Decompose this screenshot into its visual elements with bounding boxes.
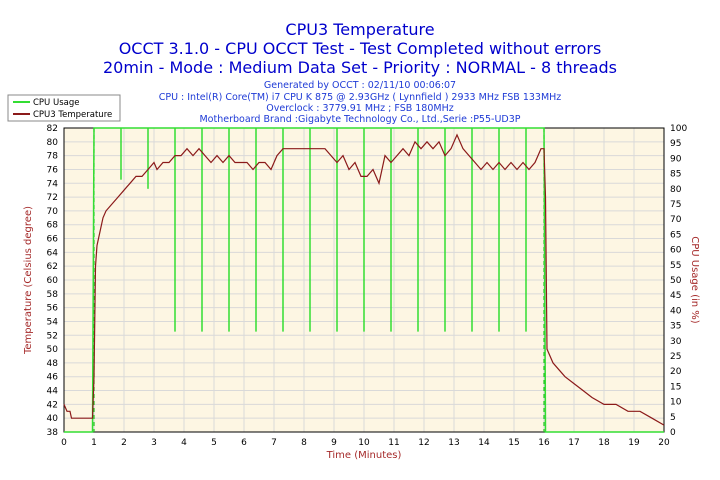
y-left-tick-label: 72 — [47, 193, 58, 203]
y-left-tick-label: 40 — [47, 414, 59, 424]
y-left-tick-label: 58 — [47, 290, 59, 300]
y-left-tick-label: 48 — [47, 359, 59, 369]
y-left-tick-label: 78 — [47, 152, 59, 162]
y-left-tick-label: 64 — [47, 248, 59, 258]
y-left-tick-label: 42 — [47, 400, 58, 410]
y-right-tick-label: 95 — [670, 139, 681, 149]
y-right-tick-label: 60 — [670, 246, 682, 256]
y-right-tick-label: 70 — [670, 215, 682, 225]
y-right-tick-label: 65 — [670, 230, 681, 240]
y-left-tick-label: 56 — [47, 304, 59, 314]
info-generated: Generated by OCCT : 02/11/10 00:06:07 — [263, 80, 457, 91]
x-tick-label: 16 — [538, 438, 550, 448]
y-left-tick-label: 60 — [47, 276, 59, 286]
y-right-tick-label: 15 — [670, 382, 681, 392]
y-right-tick-label: 35 — [670, 322, 681, 332]
x-tick-label: 5 — [211, 438, 217, 448]
y-right-tick-label: 85 — [670, 170, 681, 180]
y-right-tick-label: 45 — [670, 291, 681, 301]
x-tick-label: 1 — [91, 438, 97, 448]
x-tick-label: 19 — [628, 438, 640, 448]
y-right-tick-label: 0 — [670, 428, 676, 438]
y-left-tick-label: 70 — [47, 207, 59, 217]
usage-series-line — [64, 127, 664, 433]
y-right-tick-label: 75 — [670, 200, 681, 210]
y-right-axis-label: CPU Usage (in %) — [689, 236, 700, 324]
y-right-tick-label: 10 — [670, 398, 682, 408]
x-tick-label: 0 — [61, 438, 67, 448]
y-right-tick-label: 55 — [670, 261, 681, 271]
y-left-tick-label: 46 — [47, 373, 59, 383]
y-left-tick-label: 76 — [47, 165, 59, 175]
y-left-tick-label: 80 — [47, 138, 59, 148]
x-tick-label: 7 — [271, 438, 277, 448]
y-left-tick-label: 44 — [47, 387, 59, 397]
temperature-series-line — [63, 133, 665, 426]
x-tick-label: 10 — [358, 438, 370, 448]
y-left-tick-label: 82 — [47, 124, 58, 134]
y-right-tick-label: 5 — [670, 413, 676, 423]
y-left-tick-label: 68 — [47, 221, 59, 231]
chart-subtitle-test: OCCT 3.1.0 - CPU OCCT Test - Test Comple… — [118, 39, 602, 58]
x-tick-label: 14 — [478, 438, 490, 448]
y-right-tick-label: 20 — [670, 367, 682, 377]
legend-label-temperature: CPU3 Temperature — [33, 110, 112, 120]
info-motherboard: Motherboard Brand :Gigabyte Technology C… — [199, 114, 521, 125]
y-right-tick-label: 50 — [670, 276, 682, 286]
x-tick-label: 4 — [181, 438, 187, 448]
y-left-tick-label: 62 — [47, 262, 58, 272]
x-tick-label: 2 — [121, 438, 127, 448]
chart-subtitle-mode: 20min - Mode : Medium Data Set - Priorit… — [102, 58, 618, 77]
y-left-tick-label: 52 — [47, 331, 58, 341]
y-left-tick-label: 54 — [47, 317, 59, 327]
x-tick-label: 8 — [301, 438, 307, 448]
y-right-tick-label: 100 — [670, 124, 687, 134]
x-tick-label: 17 — [568, 438, 579, 448]
y-right-tick-label: 80 — [670, 185, 682, 195]
y-right-tick-label: 40 — [670, 306, 682, 316]
y-right-tick-label: 90 — [670, 154, 682, 164]
y-left-tick-label: 38 — [47, 428, 59, 438]
x-tick-label: 15 — [508, 438, 519, 448]
chart-title: CPU3 Temperature — [285, 20, 435, 39]
info-overclock: Overclock : 3779.91 MHz ; FSB 180MHz — [266, 103, 454, 114]
x-tick-label: 13 — [448, 438, 459, 448]
legend-box — [7, 94, 121, 122]
legend-label-usage: CPU Usage — [33, 98, 79, 108]
y-right-tick-label: 30 — [670, 337, 682, 347]
info-cpu: CPU : Intel(R) Core(TM) i7 CPU K 875 @ 2… — [158, 92, 562, 103]
x-tick-label: 20 — [658, 438, 670, 448]
x-tick-label: 18 — [598, 438, 610, 448]
y-left-tick-label: 50 — [47, 345, 59, 355]
x-tick-label: 11 — [388, 438, 399, 448]
x-tick-label: 9 — [331, 438, 337, 448]
x-axis-label: Time (Minutes) — [326, 450, 402, 461]
x-tick-label: 12 — [418, 438, 429, 448]
x-tick-label: 3 — [151, 438, 157, 448]
y-left-axis-label: Temperature (Celsius degree) — [23, 206, 34, 355]
y-left-tick-label: 66 — [47, 235, 59, 245]
y-left-tick-label: 74 — [47, 179, 59, 189]
y-right-tick-label: 25 — [670, 352, 681, 362]
x-tick-label: 6 — [241, 438, 247, 448]
